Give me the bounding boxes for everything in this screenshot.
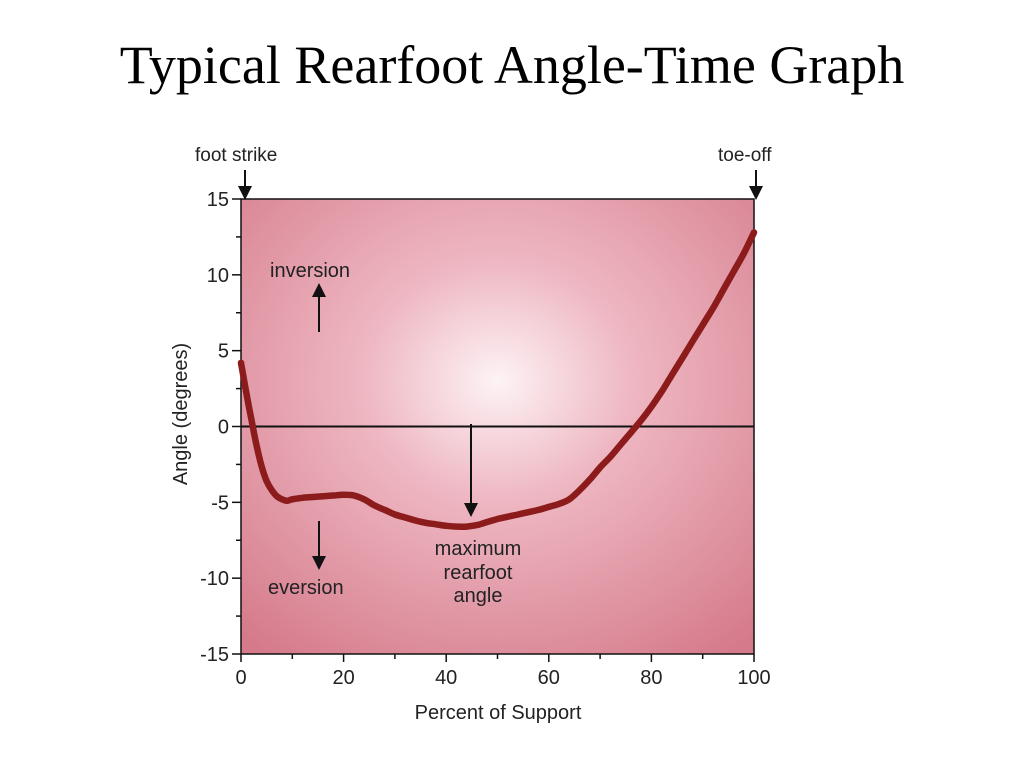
y-tick-label: 15 (207, 189, 229, 211)
y-tick-label: 10 (207, 265, 229, 287)
y-tick-label: 0 (218, 417, 229, 439)
annotation-foot-strike: foot strike (195, 145, 277, 166)
y-tick-label: -10 (200, 568, 229, 590)
annotation-max-angle-line-2: rearfoot (444, 562, 513, 584)
annotation-eversion: eversion (268, 577, 344, 599)
annotation-inversion: inversion (270, 260, 350, 282)
x-axis-label: Percent of Support (415, 702, 582, 724)
annotation-max-angle-line-3: angle (454, 585, 503, 607)
y-tick-label: 5 (218, 341, 229, 363)
annotation-max-angle-line-1: maximum (435, 538, 522, 560)
annotation-toe-off: toe-off (718, 145, 772, 166)
x-tick-label: 20 (332, 667, 354, 689)
x-tick-label: 60 (538, 667, 560, 689)
slide-title: Typical Rearfoot Angle-Time Graph (119, 35, 905, 95)
y-axis-label: Angle (degrees) (170, 343, 192, 485)
x-tick-label: 40 (435, 667, 457, 689)
y-tick-label: -5 (211, 492, 229, 514)
x-tick-label: 80 (640, 667, 662, 689)
x-tick-label: 100 (737, 667, 770, 689)
y-tick-label: -15 (200, 644, 229, 666)
series-line-rearfoot-angle (237, 229, 758, 531)
x-tick-label: 0 (235, 667, 246, 689)
